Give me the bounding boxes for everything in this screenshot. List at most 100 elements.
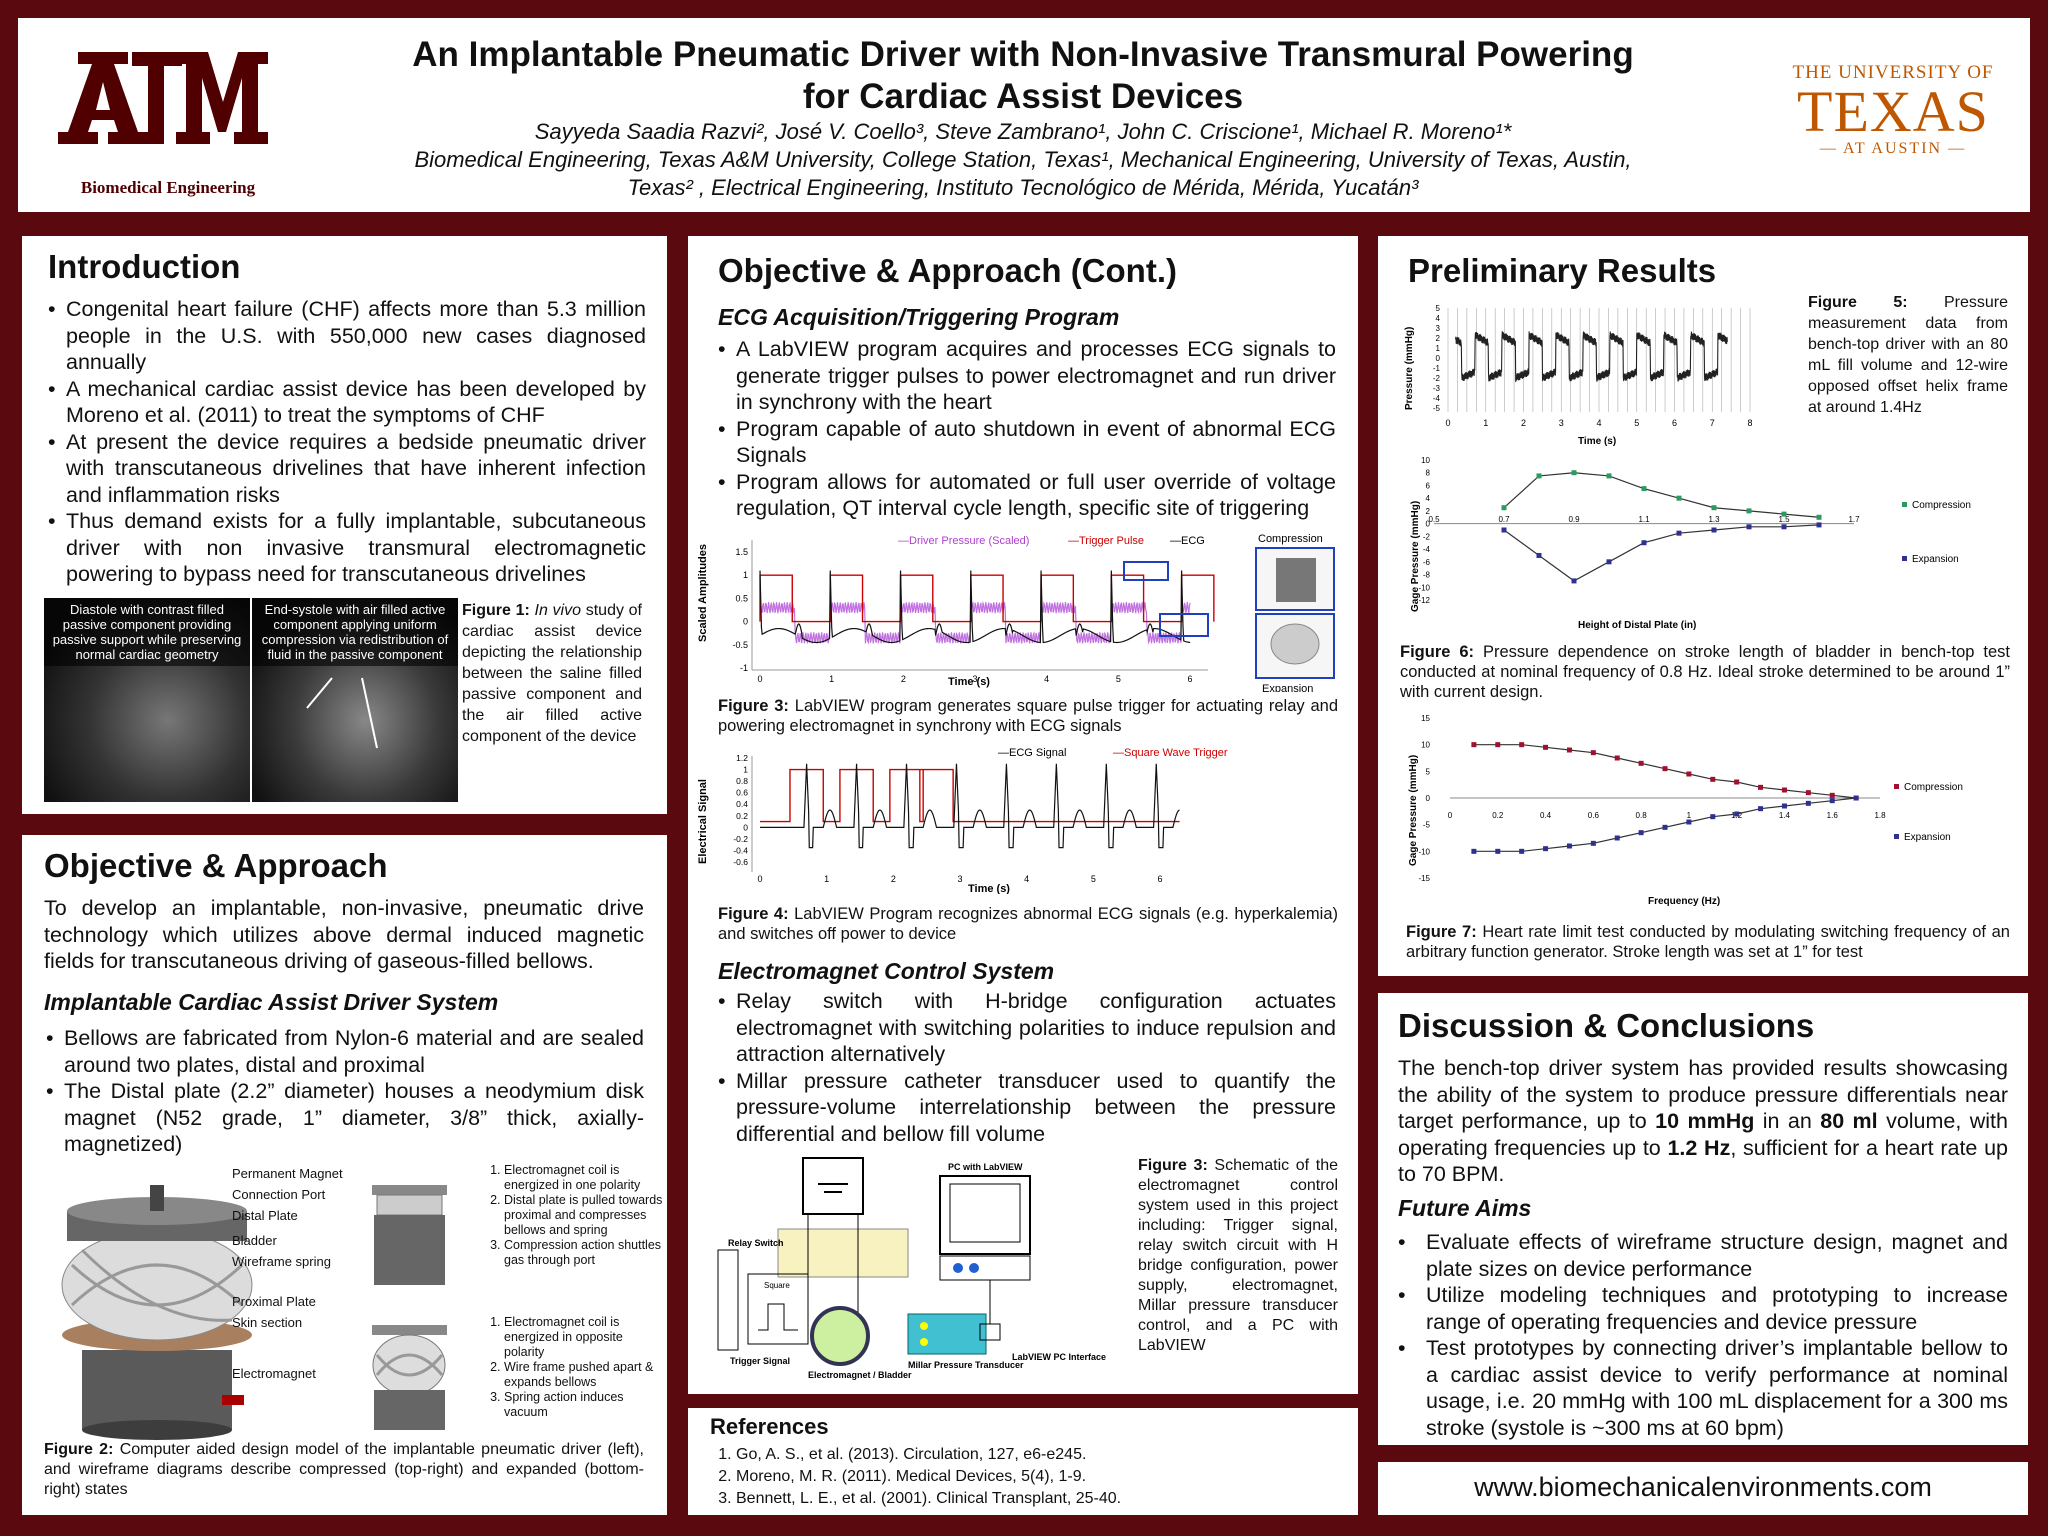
fig6-y-tick: -4 xyxy=(1423,545,1431,554)
fig5-y-tick: 5 xyxy=(1436,304,1441,313)
fig4-x-tick: 1 xyxy=(824,874,829,884)
fig5-y-tick: 4 xyxy=(1436,314,1441,323)
fig7-y-tick: -5 xyxy=(1423,821,1431,830)
f7-expansion-point xyxy=(1829,798,1835,804)
svg-text:LabVIEW PC Interface: LabVIEW PC Interface xyxy=(1012,1352,1106,1362)
svg-text:Expansion: Expansion xyxy=(1912,554,1959,565)
fig4-x-tick: 6 xyxy=(1157,874,1162,884)
affiliations-1: Biomedical Engineering, Texas A&M Univer… xyxy=(414,147,1632,172)
label-bladder: Bladder xyxy=(232,1233,277,1248)
list-item: Electromagnet coil is energized in oppos… xyxy=(504,1315,666,1360)
svg-text:Square: Square xyxy=(764,1281,790,1290)
label-electromagnet: Electromagnet xyxy=(232,1366,316,1381)
svg-text:Relay Switch: Relay Switch xyxy=(728,1238,784,1248)
fig4-y-tick: -0.6 xyxy=(733,857,748,867)
references-panel: References Go, A. S., et al. (2013). Cir… xyxy=(688,1408,1358,1515)
fig7-y-tick: 15 xyxy=(1421,714,1430,723)
schematic-diagram: Relay Switch Square Trigger Signal Elect… xyxy=(717,1157,1106,1380)
intro-heading: Introduction xyxy=(48,248,241,285)
fig5-x-tick: 6 xyxy=(1672,418,1677,428)
f7-compression-point xyxy=(1758,784,1764,790)
results-heading: Preliminary Results xyxy=(1408,252,1717,289)
figure-7-chart: Gage Pressure (mmHg) 15 10 5 0 -5 -10 -15 0 0.2… xyxy=(1408,714,1963,906)
list-item: Bellows are fabricated from Nylon-6 mate… xyxy=(44,1025,644,1078)
f7-compression-point xyxy=(1734,779,1740,785)
fig7-x-tick: 1 xyxy=(1687,811,1692,820)
authors-block: Sayyeda Saadia Razvi², José V. Coello³, … xyxy=(298,118,1748,202)
fig4-y-tick: 0.8 xyxy=(736,776,748,786)
objective-cont-panel: Objective & Approach (Cont.) ECG Acquisi… xyxy=(688,236,1358,1394)
fig4-y-tick: 1.2 xyxy=(736,753,748,763)
figure-1-caption: Figure 1: In vivo study of cardiac assis… xyxy=(462,602,642,745)
fig5-x-tick: 7 xyxy=(1710,418,1715,428)
poster-header: Biomedical Engineering An Implantable Pn… xyxy=(18,18,2030,212)
figure-4-caption: Figure 4: LabVIEW Program recognizes abn… xyxy=(718,905,1338,943)
figure-6-caption: Figure 6: Pressure dependence on stroke … xyxy=(1400,643,2010,701)
figure-4-chart: —ECG Signal —Square Wave Trigger Electri… xyxy=(697,747,1228,894)
f6-compression-point xyxy=(1816,514,1822,520)
list-item: Millar pressure catheter transducer used… xyxy=(716,1068,1336,1148)
fig5-y-tick: -3 xyxy=(1433,384,1441,393)
cad-model-diagram xyxy=(61,1185,253,1440)
list-item: Thus demand exists for a fully implantab… xyxy=(46,508,646,588)
fluoroscopy-image-diastole: Diastole with contrast filled passive co… xyxy=(44,598,250,802)
fig5-y-tick: 1 xyxy=(1436,344,1441,353)
f7-expansion-point xyxy=(1758,806,1764,812)
figure-6-chart: Gage Pressure (mmHg) 10 8 6 4 2 0 -2 -4 -6 -8 -10 -… xyxy=(1410,456,1971,631)
list-item: Moreno, M. R. (2011). Medical Devices, 5… xyxy=(736,1466,1121,1488)
fig6-y-tick: 2 xyxy=(1426,507,1431,516)
fig3-x-tick: 2 xyxy=(901,674,906,684)
fig5-x-tick: 4 xyxy=(1596,418,1601,428)
list-item: Relay switch with H-bridge configuration… xyxy=(716,988,1336,1068)
svg-text:PC with LabVIEW: PC with LabVIEW xyxy=(948,1162,1023,1172)
f7-expansion-point xyxy=(1543,846,1549,852)
f7-compression-point xyxy=(1781,787,1787,793)
svg-text:Time (s): Time (s) xyxy=(948,676,990,688)
f7-compression-point xyxy=(1519,742,1525,748)
fig5-y-tick: -4 xyxy=(1433,394,1441,403)
driver-bullets: Bellows are fabricated from Nylon-6 mate… xyxy=(44,1025,644,1158)
svg-text:Time (s): Time (s) xyxy=(1578,436,1616,447)
fig3-x-tick: 1 xyxy=(829,674,834,684)
svg-text:—Square Wave Trigger: —Square Wave Trigger xyxy=(1113,747,1228,759)
label-permanent-magnet: Permanent Magnet xyxy=(232,1166,343,1181)
f6-compression-point xyxy=(1746,508,1752,514)
fig4-x-tick: 2 xyxy=(891,874,896,884)
fig7-y-tick: 5 xyxy=(1426,767,1431,776)
f6-expansion-point xyxy=(1781,524,1787,530)
svg-text:Millar Pressure Transducer: Millar Pressure Transducer xyxy=(908,1360,1024,1370)
fig7-x-tick: 0.8 xyxy=(1636,811,1648,820)
f6-compression-point xyxy=(1711,505,1717,511)
objective-panel: Objective & Approach To develop an impla… xyxy=(22,835,667,1515)
fig4-y-tick: 0 xyxy=(743,822,748,832)
fig6-y-tick: -12 xyxy=(1418,596,1430,605)
fig3-y-tick: 1 xyxy=(743,570,748,580)
svg-text:—Driver Pressure (Scaled): —Driver Pressure (Scaled) xyxy=(898,535,1029,547)
f7-expansion-point xyxy=(1471,848,1477,854)
f7-expansion-point xyxy=(1495,848,1501,854)
f6-expansion-point xyxy=(1711,527,1717,533)
figure-3-caption: Figure 3: LabVIEW program generates squa… xyxy=(718,697,1338,735)
list-item: Spring action induces vacuum xyxy=(504,1390,666,1420)
f7-expansion-point xyxy=(1566,843,1572,849)
label-distal-plate: Distal Plate xyxy=(232,1208,298,1223)
fig6-y-tick: 6 xyxy=(1426,481,1431,490)
discussion-text: The bench-top driver system has provided… xyxy=(1398,1056,2009,1186)
fig6-x-tick: 0.5 xyxy=(1428,515,1440,524)
intro-bullets: Congenital heart failure (CHF) affects m… xyxy=(46,296,646,588)
svg-text:Expansion: Expansion xyxy=(1904,832,1951,843)
introduction-panel: Introduction Congenital heart failure (C… xyxy=(22,236,667,814)
fig7-y-tick: -15 xyxy=(1418,874,1430,883)
list-item: Wire frame pushed apart & expands bellow… xyxy=(504,1360,666,1390)
expansion-steps: Electromagnet coil is energized in oppos… xyxy=(486,1315,666,1420)
list-item: Go, A. S., et al. (2013). Circulation, 1… xyxy=(736,1444,1121,1466)
f6-expansion-point xyxy=(1606,559,1612,565)
figure-3-chart: —Driver Pressure (Scaled) —Trigger Pulse… xyxy=(697,533,1335,692)
website-link[interactable]: www.biomechanicalenvironments.com xyxy=(1474,1472,1932,1502)
fig5-y-tick: 2 xyxy=(1436,334,1441,343)
f6-compression-point xyxy=(1641,486,1647,492)
objective-heading: Objective & Approach xyxy=(44,847,388,884)
f7-compression-point xyxy=(1543,744,1549,750)
svg-text:—Trigger Pulse: —Trigger Pulse xyxy=(1068,535,1144,547)
fig6-y-tick: -6 xyxy=(1423,558,1431,567)
